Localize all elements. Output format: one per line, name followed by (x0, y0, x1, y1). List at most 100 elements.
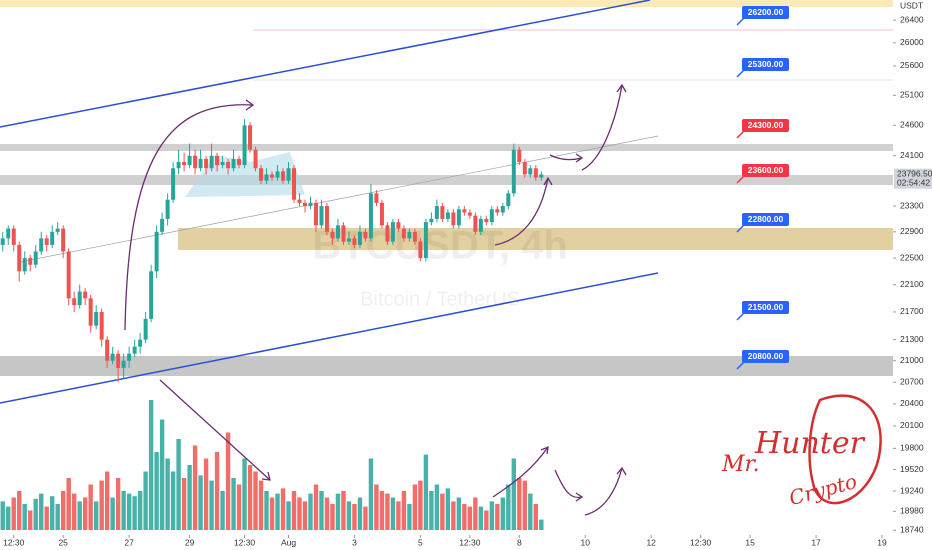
zone (0, 175, 893, 185)
candle-body (335, 225, 340, 239)
axes: 26400 26000 25600 25100 24600 24100 23300 22900… (3, 14, 932, 547)
pattern-area (185, 152, 305, 197)
volume-bar (50, 496, 55, 530)
candle-body (390, 222, 395, 242)
candle-body (22, 258, 27, 272)
volume-bar (126, 493, 132, 530)
volume-bar (330, 504, 335, 530)
candle-body (396, 222, 401, 229)
volume-bar (346, 501, 352, 530)
volume-bar (39, 493, 44, 530)
volume-bar (379, 491, 385, 530)
volume-bar (198, 475, 203, 530)
candle-body (237, 158, 242, 166)
volume-bar (231, 478, 236, 530)
volume-bar (478, 506, 484, 530)
volume-bar (335, 493, 341, 530)
volume-bar (363, 506, 368, 530)
volume-bar (500, 497, 506, 530)
arrow (494, 176, 553, 246)
candle-body (253, 149, 258, 169)
volume-bar (407, 504, 412, 530)
candle-body (193, 155, 198, 169)
volume-bar (66, 478, 71, 530)
candle-body (533, 168, 538, 178)
watermark-sub: Bitcoin / TetherUS (360, 288, 520, 310)
y-tick-label: 23300 (900, 200, 924, 210)
label-box (742, 58, 789, 71)
candle-body (0, 238, 5, 245)
currency: USDT (900, 0, 923, 10)
volume-bar (192, 445, 198, 530)
y-tick-label: 26000 (900, 37, 924, 47)
volume-bar (11, 497, 16, 530)
candle-body (259, 168, 264, 181)
arrow (554, 469, 584, 502)
candle-body (292, 168, 297, 200)
volume-bar (209, 480, 214, 530)
y-tick-label: 21700 (900, 306, 924, 316)
candle-body (72, 298, 77, 306)
volume-bar (440, 493, 445, 530)
candle-body (248, 125, 253, 150)
candle-body (445, 212, 450, 219)
y-tick-label: 19800 (900, 443, 924, 453)
signature-text: Hunter (754, 426, 866, 461)
candle-body (66, 251, 71, 299)
volume-bar (28, 510, 33, 530)
volume-bar (115, 478, 121, 530)
volume-bar (93, 501, 99, 530)
candle-body (50, 231, 55, 245)
volume-bar (423, 454, 429, 530)
y-tick-label: 22500 (900, 252, 924, 262)
candle-body (198, 158, 203, 169)
y-tick-label: 22900 (900, 226, 924, 236)
candle-body (55, 228, 60, 232)
candle-body (319, 206, 324, 226)
arrow (492, 445, 549, 498)
candle-body (182, 162, 187, 166)
x-tick-label: 29 (185, 537, 195, 547)
candle-body (127, 353, 132, 361)
volume-bar (247, 465, 253, 530)
label-text: 24300.00 (748, 120, 784, 130)
candle-body (105, 339, 110, 361)
label-pointer (736, 130, 745, 139)
volume-bar (418, 480, 423, 530)
volume-bar (445, 488, 451, 530)
candle-body (495, 209, 500, 213)
candle-body (407, 231, 412, 239)
candle-body (33, 251, 38, 265)
volume-bar (302, 501, 308, 530)
candle-body (226, 162, 231, 169)
price-axis (893, 0, 932, 550)
volume-bar (401, 491, 407, 530)
volume-bar (495, 504, 500, 530)
y-tick-label: 21000 (900, 355, 924, 365)
y-tick-label: 24100 (900, 150, 924, 160)
volume-bar (44, 506, 49, 530)
x-tick-label: 17 (811, 537, 821, 547)
volume-bar (269, 497, 275, 530)
volume-bar (451, 501, 456, 530)
trend-line (0, 0, 651, 128)
volume-bar (170, 471, 176, 530)
candle-body (374, 193, 379, 203)
volume-bar (132, 496, 137, 530)
x-tick-label: 25 (58, 537, 68, 547)
volume-bar (528, 493, 533, 530)
candle-body (451, 212, 456, 226)
volume-bar (264, 491, 269, 530)
label-text: 22800.00 (748, 214, 784, 224)
volume-bar (258, 480, 264, 530)
candle-body (302, 202, 307, 207)
y-tick-label: 25600 (900, 60, 924, 70)
candle-body (462, 209, 467, 213)
zone (0, 0, 893, 7)
y-tick-label: 25100 (900, 90, 924, 100)
arrows (124, 83, 627, 516)
candle-body (116, 353, 121, 368)
volume-bar (324, 497, 330, 530)
candle-body (143, 318, 148, 340)
candle-body (165, 199, 170, 219)
